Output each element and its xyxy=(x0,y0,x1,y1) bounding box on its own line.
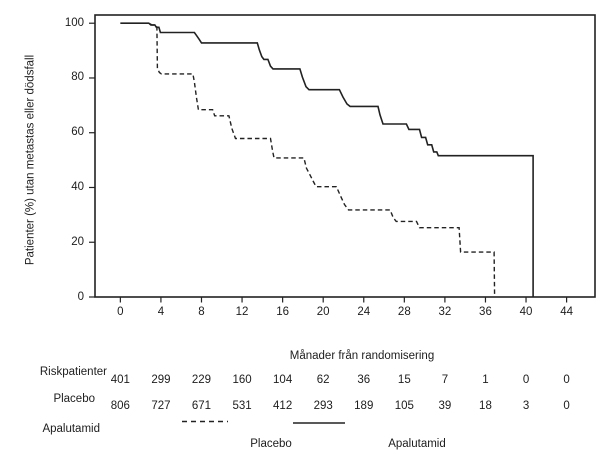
risk-count-placebo: 401 xyxy=(110,374,130,386)
risk-count-apalutamid: 531 xyxy=(232,400,252,412)
y-tick-label: 20 xyxy=(71,235,84,248)
risk-count-apalutamid: 18 xyxy=(479,400,492,412)
y-tick-label: 60 xyxy=(71,126,84,139)
risk-count-placebo: 0 xyxy=(522,374,530,386)
y-tick-label: 80 xyxy=(71,71,84,84)
risk-count-placebo: 62 xyxy=(316,374,330,386)
y-tick-label: 0 xyxy=(77,290,84,303)
risk-count-placebo: 229 xyxy=(191,374,212,386)
risk-count-apalutamid: 0 xyxy=(563,400,570,412)
y-axis-title: Patienter (%) utan metastas eller dödsfa… xyxy=(24,54,37,266)
x-axis-title: Månader från randomisering xyxy=(289,350,435,362)
risk-row-label-apalutamid: Apalutamid xyxy=(42,423,100,435)
risk-count-apalutamid: 671 xyxy=(191,400,212,412)
risk-count-placebo: 7 xyxy=(441,374,449,386)
risk-count-placebo: 36 xyxy=(357,374,371,386)
x-tick-label: 12 xyxy=(235,306,249,318)
plot-frame xyxy=(94,14,596,298)
x-tick-label: 36 xyxy=(479,306,492,318)
risk-count-placebo: 160 xyxy=(232,374,252,386)
risk-count-apalutamid: 39 xyxy=(438,400,452,412)
x-tick-label: 40 xyxy=(519,306,533,318)
risk-count-placebo: 299 xyxy=(151,374,171,386)
risk-count-placebo: 0 xyxy=(563,374,570,386)
risk-count-apalutamid: 3 xyxy=(522,400,530,412)
risk-count-placebo: 15 xyxy=(397,374,411,386)
risk-count-apalutamid: 105 xyxy=(394,400,414,412)
x-tick-label: 4 xyxy=(157,306,165,318)
y-tick-label: 40 xyxy=(71,180,84,193)
x-tick-label: 32 xyxy=(438,306,452,318)
x-tick-label: 20 xyxy=(316,306,330,318)
x-tick-label: 24 xyxy=(357,306,371,318)
placebo-curve xyxy=(120,22,496,298)
legend-label-placebo: Placebo xyxy=(250,438,292,450)
risk-count-placebo: 1 xyxy=(482,374,489,386)
x-tick-label: 8 xyxy=(198,306,205,318)
legend-label-apalutamid: Apalutamid xyxy=(388,438,446,450)
y-tick-label: 100 xyxy=(64,16,84,29)
x-tick-label: 0 xyxy=(117,306,124,318)
x-tick-label: 44 xyxy=(560,306,573,318)
risk-count-apalutamid: 806 xyxy=(110,400,130,412)
risk-count-apalutamid: 189 xyxy=(354,400,374,412)
risk-row-label-placebo: Placebo xyxy=(53,393,95,405)
risk-count-apalutamid: 412 xyxy=(273,400,293,412)
risk-count-apalutamid: 727 xyxy=(151,400,171,412)
apalutamid-curve xyxy=(120,22,534,297)
risk-count-apalutamid: 293 xyxy=(313,400,333,412)
x-tick-label: 28 xyxy=(397,306,411,318)
x-tick-label: 16 xyxy=(276,306,290,318)
risk-table-header: Riskpatienter xyxy=(39,366,107,378)
risk-count-placebo: 104 xyxy=(273,374,293,386)
